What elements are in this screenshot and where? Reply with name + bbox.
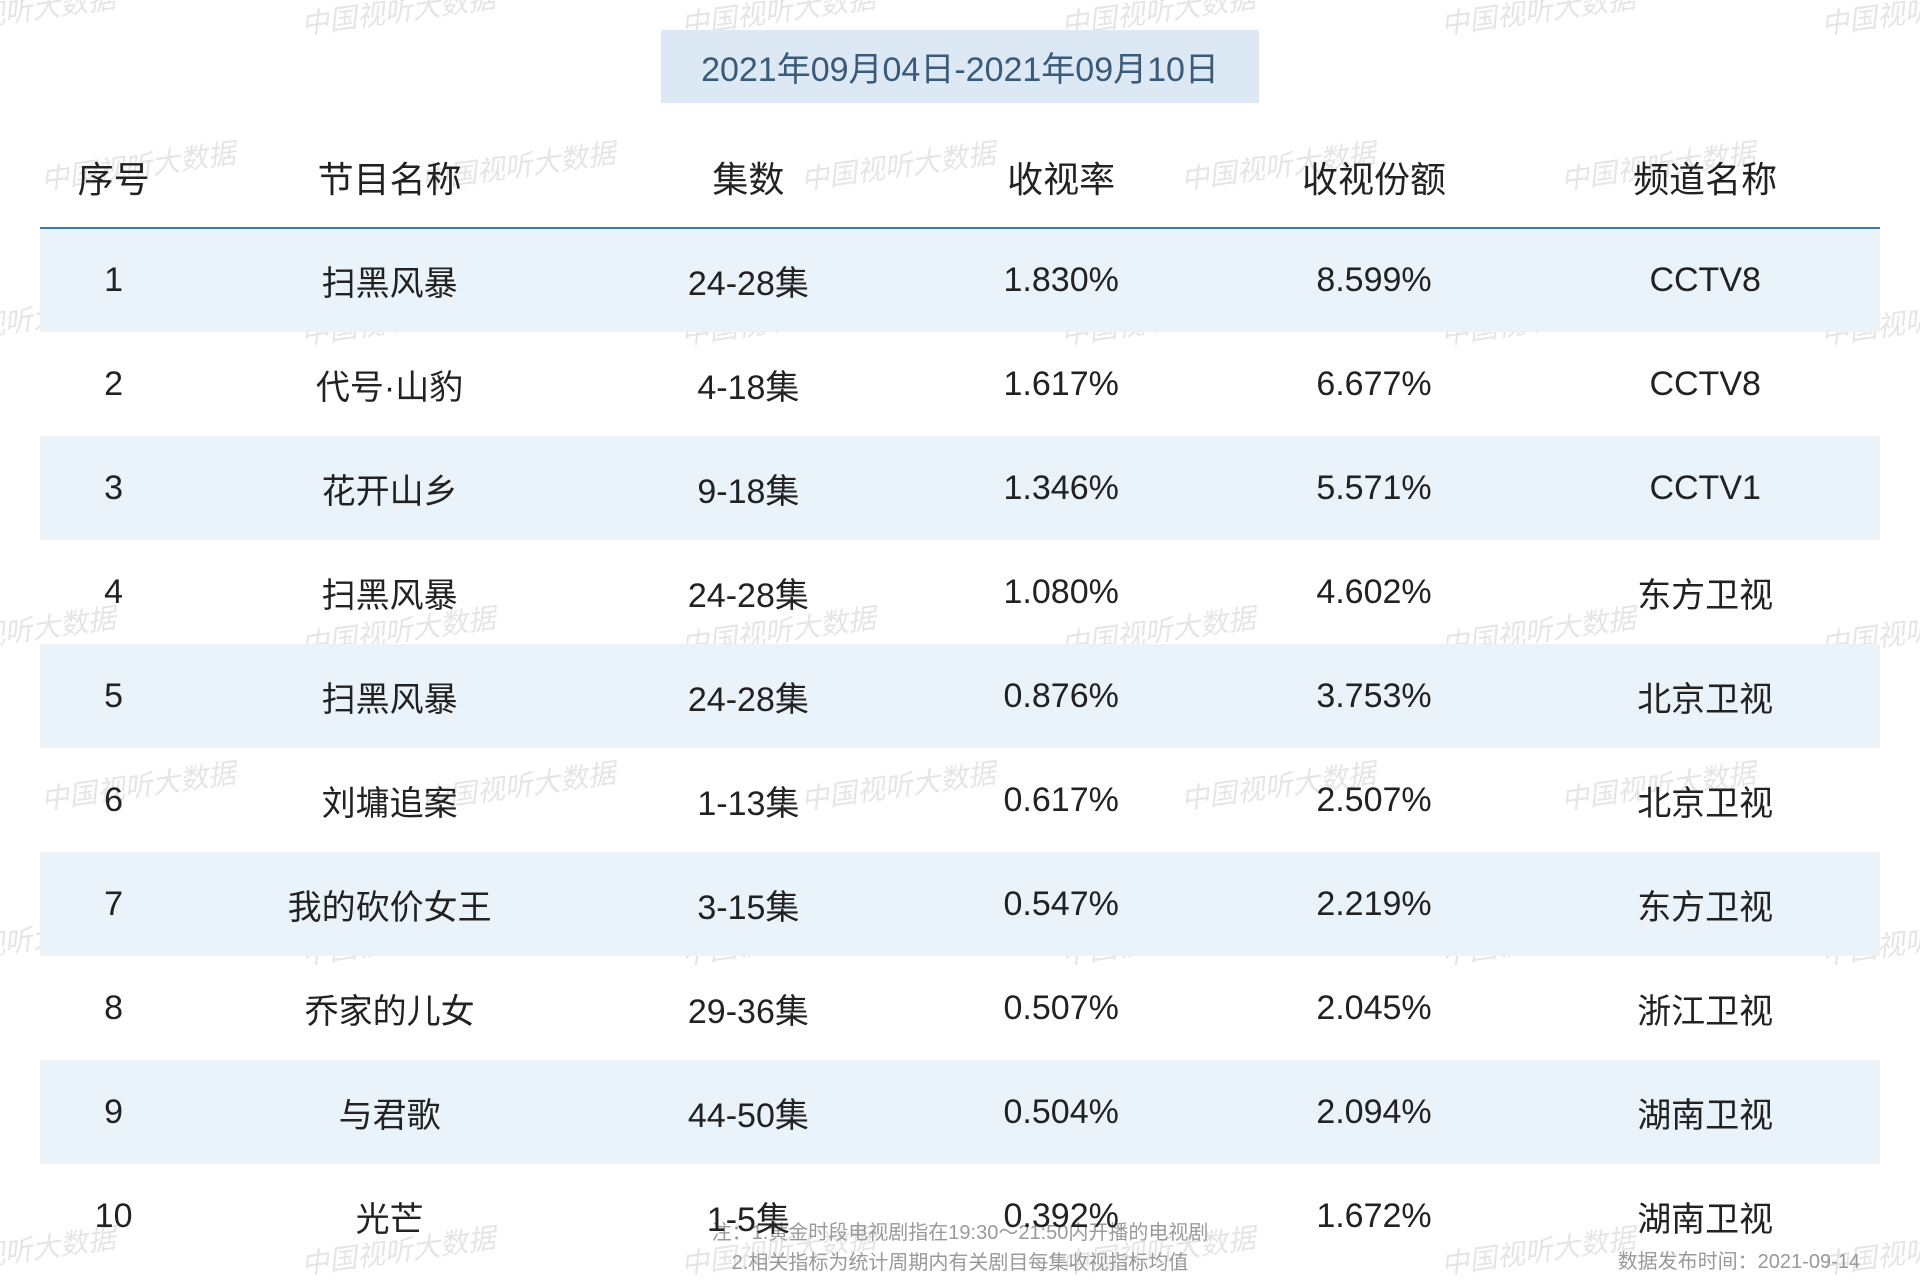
ratings-table: 序号 节目名称 集数 收视率 收视份额 频道名称 1扫黑风暴24-28集1.83… <box>40 133 1880 1268</box>
table-row: 8乔家的儿女29-36集0.507%2.045%浙江卫视 <box>40 956 1880 1060</box>
table-cell: 5.571% <box>1218 436 1531 540</box>
table-cell: 4-18集 <box>592 332 905 436</box>
table-cell: 与君歌 <box>187 1060 592 1164</box>
table-cell: 2.507% <box>1218 748 1531 852</box>
table-cell: 3.753% <box>1218 644 1531 748</box>
banner-wrap: 2021年09月04日-2021年09月10日 <box>40 30 1880 133</box>
col-header-episode: 集数 <box>592 133 905 228</box>
table-row: 5扫黑风暴24-28集0.876%3.753%北京卫视 <box>40 644 1880 748</box>
table-row: 10光芒1-5集0.392%1.672%湖南卫视 <box>40 1164 1880 1268</box>
table-cell: 扫黑风暴 <box>187 228 592 332</box>
table-cell: 东方卫视 <box>1530 540 1880 644</box>
col-header-channel: 频道名称 <box>1530 133 1880 228</box>
table-cell: 5 <box>40 644 187 748</box>
table-cell: 44-50集 <box>592 1060 905 1164</box>
table-cell: 9-18集 <box>592 436 905 540</box>
table-cell: 1-5集 <box>592 1164 905 1268</box>
date-range-banner: 2021年09月04日-2021年09月10日 <box>661 30 1259 103</box>
table-cell: 3 <box>40 436 187 540</box>
table-cell: 6 <box>40 748 187 852</box>
table-cell: 北京卫视 <box>1530 748 1880 852</box>
table-cell: 7 <box>40 852 187 956</box>
table-cell: CCTV8 <box>1530 332 1880 436</box>
table-cell: 北京卫视 <box>1530 644 1880 748</box>
table-row: 9与君歌44-50集0.504%2.094%湖南卫视 <box>40 1060 1880 1164</box>
table-cell: 扫黑风暴 <box>187 644 592 748</box>
table-cell: 8 <box>40 956 187 1060</box>
table-cell: 24-28集 <box>592 644 905 748</box>
table-cell: 东方卫视 <box>1530 852 1880 956</box>
table-cell: 1.346% <box>905 436 1218 540</box>
table-cell: 4 <box>40 540 187 644</box>
table-cell: 扫黑风暴 <box>187 540 592 644</box>
table-row: 4扫黑风暴24-28集1.080%4.602%东方卫视 <box>40 540 1880 644</box>
table-cell: 10 <box>40 1164 187 1268</box>
table-cell: 3-15集 <box>592 852 905 956</box>
col-header-rank: 序号 <box>40 133 187 228</box>
table-cell: 1.830% <box>905 228 1218 332</box>
table-cell: 8.599% <box>1218 228 1531 332</box>
table-cell: 24-28集 <box>592 540 905 644</box>
table-row: 2代号·山豹4-18集1.617%6.677%CCTV8 <box>40 332 1880 436</box>
content-container: 2021年09月04日-2021年09月10日 序号 节目名称 集数 收视率 收… <box>0 0 1920 1268</box>
table-row: 6刘墉追案1-13集0.617%2.507%北京卫视 <box>40 748 1880 852</box>
table-cell: 0.392% <box>905 1164 1218 1268</box>
table-cell: 0.617% <box>905 748 1218 852</box>
table-cell: 0.507% <box>905 956 1218 1060</box>
table-cell: 浙江卫视 <box>1530 956 1880 1060</box>
table-row: 3花开山乡9-18集1.346%5.571%CCTV1 <box>40 436 1880 540</box>
table-cell: 2 <box>40 332 187 436</box>
table-cell: 24-28集 <box>592 228 905 332</box>
table-cell: 2.045% <box>1218 956 1531 1060</box>
table-cell: 光芒 <box>187 1164 592 1268</box>
table-cell: 花开山乡 <box>187 436 592 540</box>
table-cell: 1.617% <box>905 332 1218 436</box>
table-cell: 4.602% <box>1218 540 1531 644</box>
col-header-rating: 收视率 <box>905 133 1218 228</box>
col-header-share: 收视份额 <box>1218 133 1531 228</box>
table-row: 7我的砍价女王3-15集0.547%2.219%东方卫视 <box>40 852 1880 956</box>
table-body: 1扫黑风暴24-28集1.830%8.599%CCTV82代号·山豹4-18集1… <box>40 228 1880 1268</box>
table-cell: CCTV8 <box>1530 228 1880 332</box>
table-cell: 0.504% <box>905 1060 1218 1164</box>
table-cell: 6.677% <box>1218 332 1531 436</box>
table-cell: 2.219% <box>1218 852 1531 956</box>
table-cell: 2.094% <box>1218 1060 1531 1164</box>
table-cell: 1.080% <box>905 540 1218 644</box>
table-cell: 乔家的儿女 <box>187 956 592 1060</box>
col-header-name: 节目名称 <box>187 133 592 228</box>
table-cell: 0.547% <box>905 852 1218 956</box>
table-cell: 刘墉追案 <box>187 748 592 852</box>
table-cell: 9 <box>40 1060 187 1164</box>
table-cell: 1-13集 <box>592 748 905 852</box>
table-header: 序号 节目名称 集数 收视率 收视份额 频道名称 <box>40 133 1880 228</box>
table-cell: 湖南卫视 <box>1530 1060 1880 1164</box>
table-cell: CCTV1 <box>1530 436 1880 540</box>
table-cell: 1.672% <box>1218 1164 1531 1268</box>
table-cell: 0.876% <box>905 644 1218 748</box>
table-cell: 湖南卫视 <box>1530 1164 1880 1268</box>
table-cell: 1 <box>40 228 187 332</box>
table-cell: 我的砍价女王 <box>187 852 592 956</box>
table-cell: 代号·山豹 <box>187 332 592 436</box>
table-cell: 29-36集 <box>592 956 905 1060</box>
table-row: 1扫黑风暴24-28集1.830%8.599%CCTV8 <box>40 228 1880 332</box>
